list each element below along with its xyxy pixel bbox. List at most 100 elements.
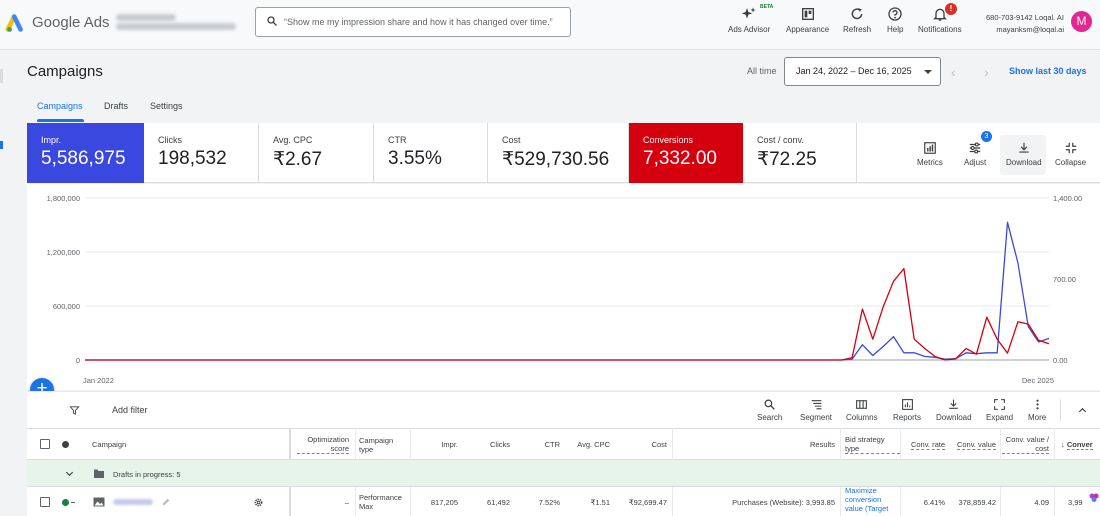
table-download-button[interactable]: Download	[936, 398, 972, 422]
add-filter-button[interactable]: Add filter	[112, 405, 148, 415]
col-results[interactable]: Results	[809, 440, 835, 449]
chevron-down-icon[interactable]	[64, 468, 75, 479]
refresh-label: Refresh	[843, 25, 872, 34]
page-title: Campaigns	[27, 63, 103, 80]
more-icon	[1036, 399, 1039, 410]
metric-value: 7,332.00	[643, 148, 717, 169]
tab-settings[interactable]: Settings	[150, 101, 183, 111]
col-impressions[interactable]: Impr.	[441, 440, 458, 449]
cell-impressions: 817,205	[430, 498, 458, 507]
prev-period-chevron-icon[interactable]: ‹	[951, 64, 956, 80]
metric-card-avg-cpc[interactable]: Avg. CPC ₹2.67	[259, 123, 374, 183]
col-optimization-score[interactable]: Optimization score	[297, 429, 349, 460]
download-chart-button[interactable]: Download	[1006, 141, 1042, 167]
tab-campaigns[interactable]: Campaigns	[37, 101, 83, 111]
col-conv-rate[interactable]: Conv. rate	[910, 439, 945, 450]
date-range-picker[interactable]: Jan 24, 2022 – Dec 16, 2025	[784, 57, 941, 86]
collapse-chevron-up-icon[interactable]	[1077, 405, 1088, 416]
search-icon	[764, 399, 775, 410]
google-ads-logo[interactable]	[5, 12, 27, 34]
dropdown-caret-icon	[924, 70, 932, 74]
drafts-in-progress-row[interactable]: Drafts in progress: 5	[27, 460, 1100, 487]
columns-icon	[856, 400, 868, 409]
status-dropdown-caret-icon[interactable]	[71, 502, 75, 503]
columns-label: Columns	[846, 413, 878, 422]
sparkle-icon	[741, 7, 756, 19]
edit-pencil-icon[interactable]	[161, 497, 171, 507]
bell-icon	[932, 8, 947, 21]
more-button[interactable]: More	[1028, 398, 1046, 422]
table-row[interactable]: – Performance Max 817,205 61,492 7.52% ₹…	[27, 486, 1100, 516]
cell-clicks: 61,492	[487, 498, 510, 507]
col-bid-strategy[interactable]: Bid strategy type	[845, 429, 900, 460]
left-axis-tick-label: 1,800,000	[47, 194, 80, 203]
tab-drafts[interactable]: Drafts	[104, 101, 129, 111]
row-checkbox[interactable]	[40, 497, 50, 507]
search-box[interactable]: “Show me my impression share and how it …	[255, 7, 571, 37]
right-axis-tick-label: 700.00	[1053, 275, 1076, 284]
download-label: Download	[1006, 158, 1042, 167]
metric-card-ctr[interactable]: CTR 3.55%	[374, 123, 488, 183]
col-campaign[interactable]: Campaign	[92, 440, 127, 449]
ads-advisor-label: Ads Advisor	[728, 25, 771, 34]
help-label: Help	[887, 25, 904, 34]
campaign-name-redacted[interactable]	[113, 499, 153, 505]
status-enabled-dot-icon[interactable]	[62, 499, 69, 506]
col-conv-value-cost[interactable]: Conv. value / cost	[1002, 429, 1049, 460]
col-conv-value[interactable]: Conv. value	[956, 439, 996, 450]
metric-card-cost-per-conv[interactable]: Cost / conv. ₹72.25	[743, 123, 857, 183]
filter-icon[interactable]	[69, 405, 80, 416]
collapse-button[interactable]: Collapse	[1055, 141, 1086, 167]
metric-card-impressions[interactable]: Impr. 5,586,975	[27, 123, 144, 183]
adjust-button[interactable]: 3 Adjust	[964, 131, 992, 167]
x-axis-end-label: Dec 2025	[1022, 376, 1054, 385]
notifications-button[interactable]: ! Notifications	[918, 3, 962, 34]
next-period-chevron-icon[interactable]: ›	[984, 64, 989, 80]
cell-bid-strategy-link[interactable]: Maximize conversion value (Target ROAS)	[845, 486, 889, 515]
download-icon	[949, 399, 959, 409]
adjust-badge: 3	[981, 131, 992, 142]
refresh-button[interactable]: Refresh	[843, 6, 871, 34]
gear-icon[interactable]	[253, 497, 264, 508]
segment-button[interactable]: Segment	[800, 398, 832, 422]
account-info[interactable]: 680-703-9142 Loqal. AI mayanksm@loqal.ai	[972, 12, 1064, 36]
col-clicks[interactable]: Clicks	[490, 440, 510, 449]
metric-card-conversions[interactable]: Conversions 7,332.00	[629, 123, 743, 183]
search-icon	[267, 16, 277, 26]
avatar[interactable]: M	[1071, 11, 1092, 32]
expand-button[interactable]: Expand	[986, 398, 1013, 422]
metric-value: 198,532	[158, 148, 227, 169]
performance-chart[interactable]: 1,800,000 1,200,000 600,000 0 1,400.00 700.00…	[27, 184, 1100, 390]
appearance-label: Appearance	[786, 25, 830, 34]
date-range-value: Jan 24, 2022 – Dec 16, 2025	[796, 66, 912, 76]
assistant-icon[interactable]	[1088, 492, 1100, 504]
right-axis-tick-label: 0.00	[1053, 356, 1068, 365]
ads-advisor-button[interactable]: BETA Ads Advisor	[728, 4, 773, 34]
show-last-30-days-link[interactable]: Show last 30 days	[1009, 66, 1087, 76]
metric-value: 5,586,975	[41, 148, 126, 169]
account-name-redacted[interactable]	[116, 12, 238, 36]
active-tab-indicator	[37, 119, 84, 122]
status-header-dot-icon[interactable]	[62, 441, 69, 448]
expand-icon	[994, 399, 1005, 410]
search-placeholder: “Show me my impression share and how it …	[284, 17, 553, 27]
col-conversions[interactable]: ↓ Conver	[1061, 439, 1093, 450]
col-ctr[interactable]: CTR	[544, 440, 560, 449]
columns-button[interactable]: Columns	[846, 398, 878, 422]
metric-label: Conversions	[643, 135, 694, 145]
metric-card-clicks[interactable]: Clicks 198,532	[144, 123, 259, 183]
metric-card-cost[interactable]: Cost ₹529,730.56	[488, 123, 629, 183]
select-all-checkbox[interactable]	[40, 439, 50, 449]
col-campaign-type[interactable]: Campaign type	[359, 435, 394, 454]
col-avg-cpc[interactable]: Avg. CPC	[577, 440, 610, 449]
metrics-button[interactable]: Metrics	[917, 141, 943, 167]
table-search-button[interactable]: Search	[757, 398, 782, 422]
appearance-button[interactable]: Appearance	[786, 6, 829, 34]
help-button[interactable]: Help	[887, 6, 903, 34]
reports-button[interactable]: Reports	[893, 398, 921, 422]
cell-ctr: 7.52%	[538, 498, 560, 507]
col-cost[interactable]: Cost	[651, 440, 667, 449]
cell-avg-cpc: ₹1.51	[590, 498, 610, 507]
appearance-icon	[801, 8, 814, 20]
metric-label: CTR	[388, 135, 407, 145]
